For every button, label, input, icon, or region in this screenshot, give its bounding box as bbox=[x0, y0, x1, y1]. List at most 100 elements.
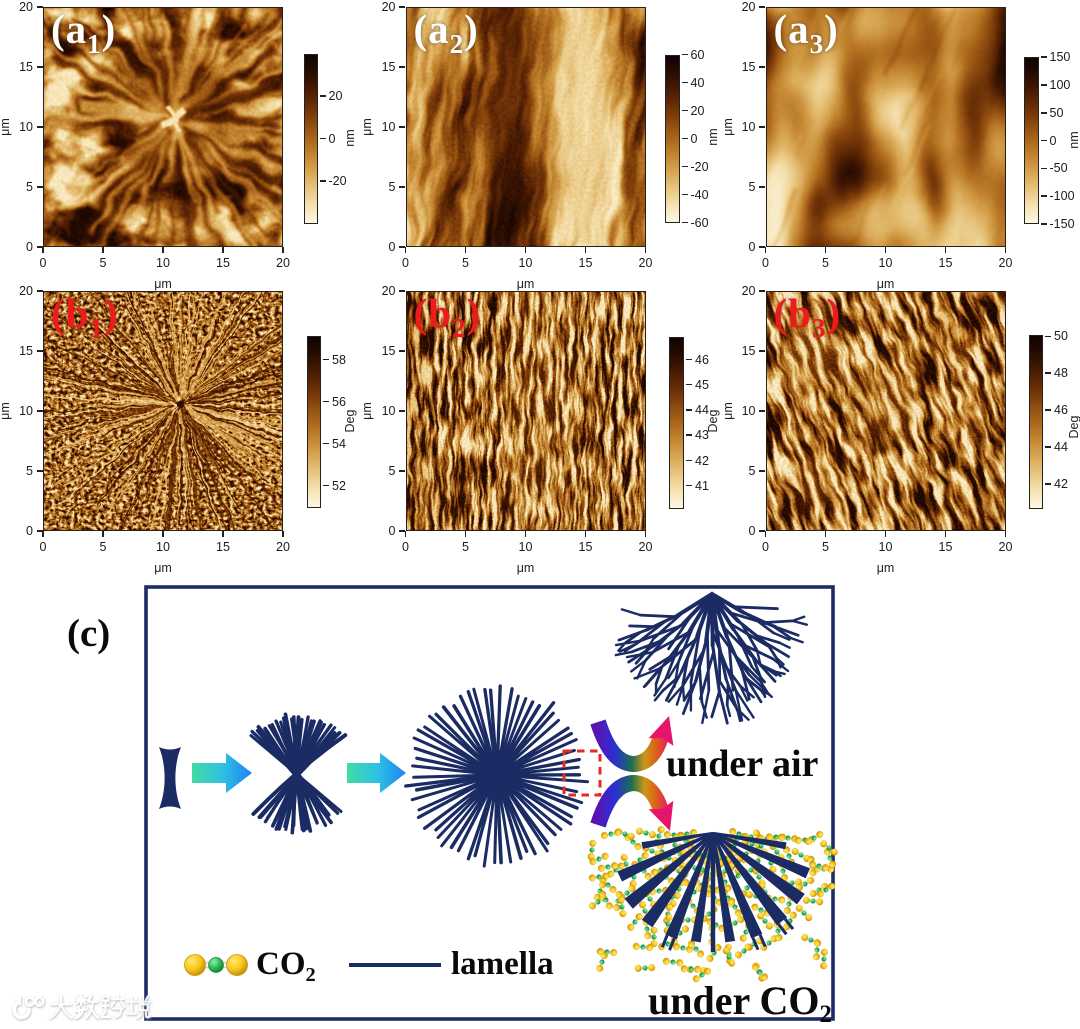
colorbar-a2 bbox=[664, 54, 680, 223]
y-axis-unit: μm bbox=[360, 118, 374, 136]
colorbar-tick-mark bbox=[686, 358, 692, 361]
under-co2-label: under CO2 bbox=[648, 978, 832, 1029]
colorbar-unit-b1: Deg bbox=[343, 409, 357, 433]
colorbar-tick-mark bbox=[1040, 139, 1047, 142]
x-tick-label: 15 bbox=[216, 256, 230, 270]
y-tick-label: 10 bbox=[19, 120, 33, 134]
colorbar-tick-mark bbox=[1045, 446, 1051, 448]
colorbar-tick-mark bbox=[319, 137, 326, 140]
x-tick-label: 0 bbox=[762, 256, 769, 270]
legend-co2-molecule bbox=[183, 953, 249, 977]
colorbar-tick-mark bbox=[681, 193, 688, 196]
x-tick-mark bbox=[464, 531, 467, 537]
colorbar-tick-mark bbox=[1045, 483, 1051, 485]
x-tick-label: 5 bbox=[462, 256, 469, 270]
y-tick-mark bbox=[36, 186, 43, 188]
colorbar-tick-label: 0 bbox=[690, 131, 698, 146]
starburst-spherulite bbox=[404, 684, 590, 868]
afm-image-b1 bbox=[43, 291, 283, 531]
y-tick-mark bbox=[399, 530, 405, 532]
legend-co2-label: CO2 bbox=[256, 946, 316, 986]
x-tick-mark bbox=[404, 531, 407, 537]
afm-image-b2 bbox=[405, 291, 646, 531]
y-tick-mark bbox=[759, 6, 765, 8]
colorbar-tick-mark bbox=[1040, 84, 1047, 86]
y-tick-label: 5 bbox=[26, 464, 33, 478]
x-tick-mark bbox=[42, 247, 44, 253]
x-tick-mark bbox=[824, 531, 827, 537]
y-tick-label: 15 bbox=[381, 60, 396, 74]
y-tick-mark bbox=[759, 470, 765, 472]
colorbar-tick-mark bbox=[319, 95, 326, 97]
y-tick-mark bbox=[399, 6, 405, 8]
y-tick-label: 20 bbox=[381, 284, 396, 298]
y-tick-mark bbox=[759, 410, 765, 412]
x-tick-mark bbox=[644, 531, 647, 537]
y-tick-mark bbox=[759, 186, 765, 188]
afm-image-a2 bbox=[405, 7, 646, 247]
y-tick-label: 20 bbox=[19, 284, 33, 298]
y-tick-mark bbox=[759, 246, 765, 248]
colorbar-tick-mark bbox=[1045, 335, 1051, 338]
y-tick-mark bbox=[759, 66, 765, 68]
colorbar-unit-b3: Deg bbox=[1067, 415, 1080, 439]
colorbar-tick-label: 46 bbox=[695, 352, 709, 367]
x-tick-label: 10 bbox=[878, 256, 893, 270]
x-tick-label: 15 bbox=[578, 540, 593, 554]
y-tick-mark bbox=[36, 6, 43, 8]
y-tick-mark bbox=[399, 246, 405, 248]
x-tick-mark bbox=[282, 247, 284, 253]
colorbar-tick-label: 54 bbox=[332, 436, 346, 451]
sheaf-crystal bbox=[249, 712, 348, 835]
y-tick-label: 20 bbox=[741, 0, 756, 14]
y-tick-label: 5 bbox=[748, 180, 756, 194]
x-tick-mark bbox=[282, 531, 284, 537]
colorbar-tick-label: -40 bbox=[690, 187, 709, 202]
schematic-label: (c) bbox=[67, 612, 111, 655]
x-tick-mark bbox=[1004, 531, 1007, 537]
x-tick-mark bbox=[102, 531, 104, 537]
growth-arrow bbox=[347, 753, 406, 793]
x-tick-mark bbox=[764, 247, 767, 253]
y-axis-unit: μm bbox=[0, 118, 12, 136]
x-axis-unit: μm bbox=[876, 277, 895, 291]
colorbar-unit-a2: nm bbox=[706, 128, 720, 146]
colorbar-tick-mark bbox=[686, 484, 692, 487]
colorbar-tick-label: 43 bbox=[695, 428, 709, 442]
colorbar-tick-label: -50 bbox=[1049, 161, 1068, 176]
y-tick-label: 10 bbox=[741, 404, 756, 418]
colorbar-unit-b2: Deg bbox=[706, 409, 720, 433]
colorbar-tick-mark bbox=[681, 81, 688, 84]
x-tick-mark bbox=[524, 247, 527, 253]
colorbar-tick-label: 44 bbox=[695, 402, 709, 417]
y-tick-label: 15 bbox=[19, 60, 33, 74]
y-axis-unit: μm bbox=[360, 402, 374, 420]
colorbar-tick-mark bbox=[681, 165, 688, 168]
x-tick-label: 10 bbox=[156, 256, 170, 270]
y-tick-mark bbox=[36, 470, 43, 472]
panel-label-b3: (b3) bbox=[773, 290, 842, 343]
seed-crystal bbox=[159, 747, 181, 809]
colorbar-b2 bbox=[669, 337, 684, 509]
x-tick-mark bbox=[162, 531, 164, 537]
colorbar-tick-label: 56 bbox=[332, 394, 346, 409]
x-axis-unit: μm bbox=[516, 277, 535, 291]
colorbar-unit-a1: nm bbox=[343, 129, 357, 147]
colorbar-tick-mark bbox=[686, 434, 692, 436]
y-tick-mark bbox=[759, 350, 765, 352]
schematic-panel bbox=[144, 585, 870, 1021]
y-tick-mark bbox=[399, 350, 405, 352]
x-tick-label: 10 bbox=[518, 256, 533, 270]
x-tick-label: 15 bbox=[938, 540, 953, 554]
under-air-label: under air bbox=[666, 743, 819, 785]
colorbar-tick-label: -60 bbox=[690, 215, 709, 230]
x-tick-mark bbox=[764, 531, 767, 537]
y-tick-label: 5 bbox=[388, 180, 396, 194]
y-axis-unit: μm bbox=[721, 402, 735, 420]
x-tick-label: 20 bbox=[998, 540, 1013, 554]
colorbar-tick-label: 150 bbox=[1049, 50, 1071, 64]
y-tick-label: 10 bbox=[381, 404, 396, 418]
y-tick-label: 15 bbox=[19, 344, 33, 358]
colorbar-unit-a3: nm bbox=[1067, 131, 1080, 149]
